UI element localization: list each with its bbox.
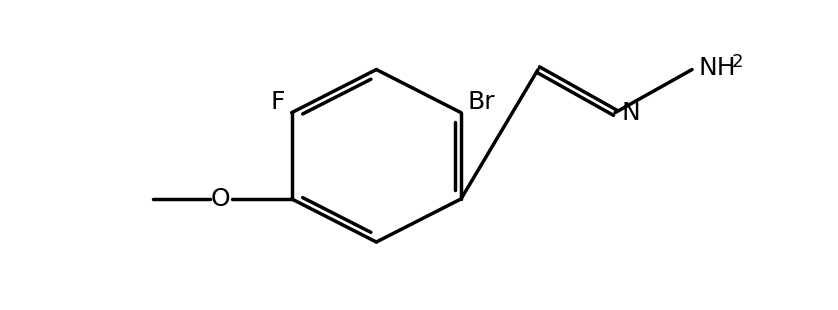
Text: NH: NH: [698, 56, 736, 80]
Text: F: F: [271, 90, 286, 114]
Text: O: O: [211, 187, 230, 211]
Text: 2: 2: [732, 53, 743, 71]
Text: Br: Br: [468, 90, 494, 114]
Text: N: N: [621, 101, 640, 125]
